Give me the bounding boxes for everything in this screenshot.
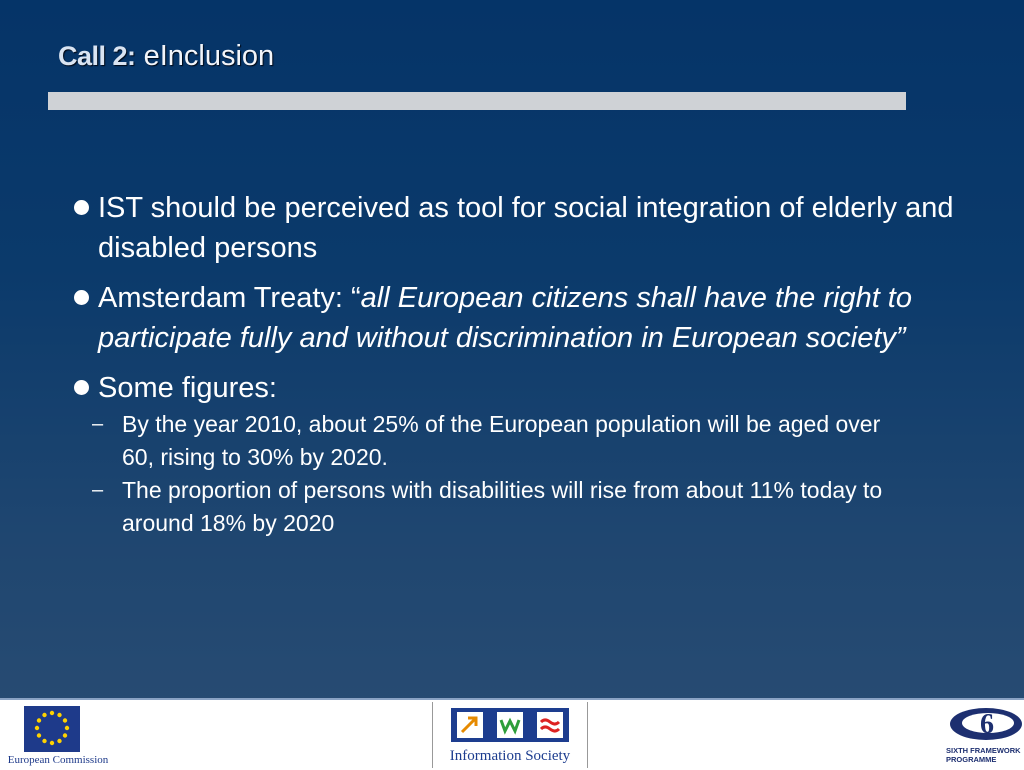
- eu-flag-icon: [24, 706, 80, 752]
- information-society-logo: Information Society: [432, 702, 588, 768]
- ec-logo-label: European Commission: [7, 754, 109, 766]
- sub-list: – By the year 2010, about 25% of the Eur…: [48, 408, 964, 540]
- bullet-quote: all European citizens shall have the rig…: [98, 282, 912, 354]
- dash-icon: –: [92, 479, 104, 501]
- bullet-dot-icon: [74, 380, 89, 395]
- european-commission-logo: European Commission: [6, 704, 108, 768]
- bullet-lead: Amsterdam Treaty: “: [98, 282, 361, 314]
- sub-item-disabilities: – The proportion of persons with disabil…: [48, 474, 892, 540]
- bullet-text: Some figures:: [98, 372, 277, 404]
- sub-item-text: By the year 2010, about 25% of the Europ…: [122, 411, 881, 470]
- framework-six-icon: 6: [950, 708, 1022, 740]
- dash-icon: –: [92, 413, 104, 435]
- sub-item-population: – By the year 2010, about 25% of the Eur…: [48, 408, 892, 474]
- bullet-ist: IST should be perceived as tool for soci…: [74, 188, 964, 268]
- sub-item-text: The proportion of persons with disabilit…: [122, 477, 883, 536]
- approx-icon: [537, 712, 563, 738]
- bullet-dot-icon: [74, 200, 89, 215]
- bullet-amsterdam-treaty: Amsterdam Treaty: “all European citizens…: [74, 278, 964, 358]
- sixth-framework-logo: 6 SIXTH FRAMEWORK PROGRAMME: [944, 702, 1024, 768]
- wave-icon: [497, 712, 523, 738]
- bullet-some-figures: Some figures:: [74, 368, 964, 408]
- is-logo-label: Information Society: [449, 748, 571, 764]
- arrow-icon: [457, 712, 483, 738]
- fp-logo-label: SIXTH FRAMEWORK PROGRAMME: [946, 746, 1021, 764]
- title-subtitle: eInclusion: [143, 40, 275, 72]
- logo-footer: European Commission Information Society …: [0, 698, 1024, 770]
- is-logo-icons: [451, 708, 569, 742]
- slide-body: IST should be perceived as tool for soci…: [74, 188, 964, 540]
- svg-text:6: 6: [980, 709, 994, 740]
- bullet-dot-icon: [74, 290, 89, 305]
- bullet-text: IST should be perceived as tool for soci…: [98, 192, 954, 264]
- title-prefix: Call 2:: [58, 41, 136, 71]
- title-divider: [48, 92, 906, 110]
- slide-title: Call 2: eInclusion: [58, 38, 274, 74]
